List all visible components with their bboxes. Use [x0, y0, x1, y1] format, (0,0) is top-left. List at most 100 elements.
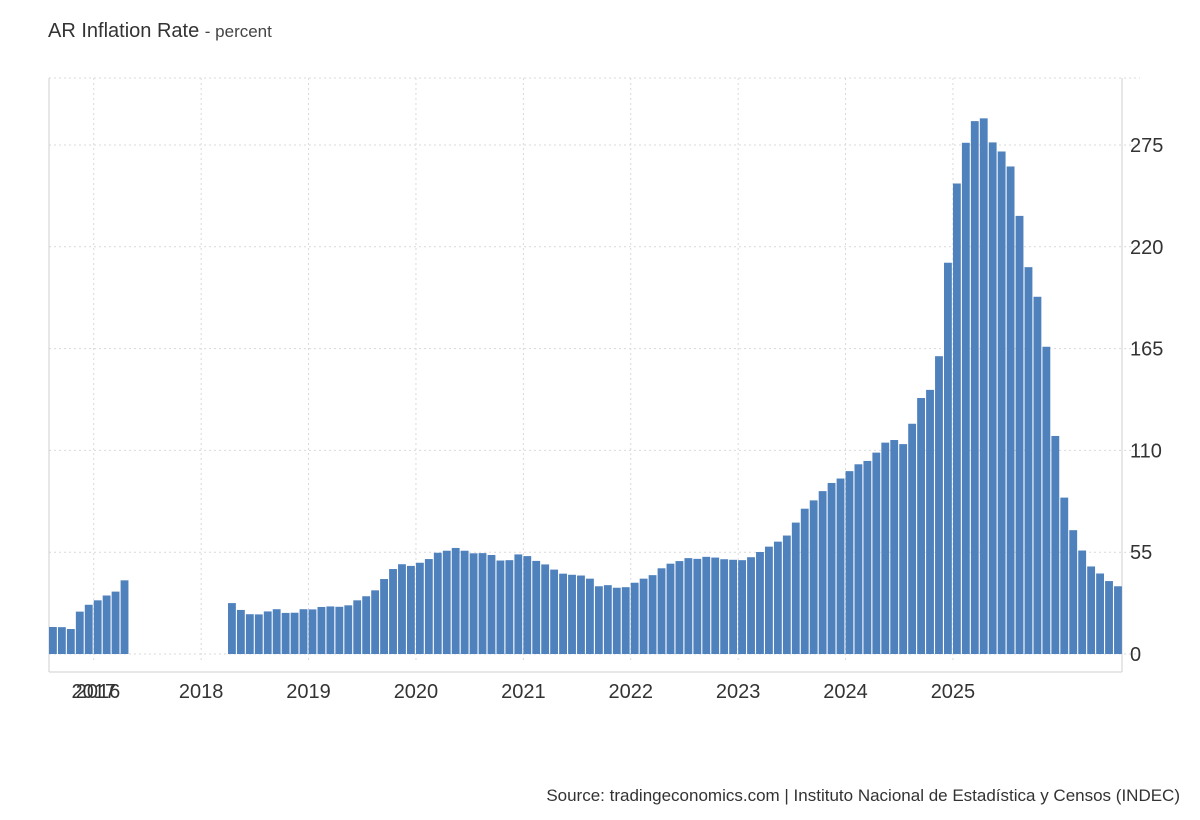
bar	[523, 556, 532, 654]
bar	[782, 535, 791, 654]
y-tick-label: 275	[1130, 135, 1163, 157]
bar	[290, 612, 299, 654]
bar	[684, 558, 693, 654]
bar	[845, 471, 854, 654]
bar	[899, 444, 908, 654]
bar	[568, 574, 576, 654]
bar	[228, 603, 236, 654]
bar	[433, 552, 442, 654]
bar	[245, 614, 254, 654]
y-tick-label: 110	[1130, 440, 1162, 462]
bar	[1096, 573, 1104, 654]
bar	[630, 582, 639, 654]
bar	[720, 559, 729, 654]
x-tick-label: 2021	[501, 681, 546, 703]
bar	[389, 569, 397, 654]
x-tick-label: 2025	[931, 681, 976, 703]
bar	[1042, 346, 1051, 654]
bar	[66, 629, 75, 654]
bar	[451, 547, 460, 654]
bar	[469, 553, 478, 654]
chart-title: AR Inflation Rate - percent	[48, 20, 272, 43]
bar	[979, 118, 988, 655]
bar	[1060, 497, 1069, 654]
bar	[317, 606, 326, 654]
bar	[836, 478, 845, 654]
bar	[49, 626, 57, 654]
bar	[1006, 166, 1015, 654]
chart-unit-label: - percent	[204, 22, 272, 41]
bar	[648, 575, 657, 654]
bar	[818, 491, 827, 654]
bar	[236, 609, 245, 654]
y-tick-label: 55	[1130, 542, 1152, 564]
bar	[398, 564, 406, 654]
bar	[353, 600, 362, 654]
bar	[57, 627, 66, 654]
bar	[299, 609, 308, 654]
bar	[1114, 586, 1122, 654]
x-tick-label: 2023	[716, 681, 761, 703]
bar	[854, 464, 863, 654]
bar	[594, 586, 603, 654]
bar	[496, 560, 505, 654]
bar	[657, 568, 666, 654]
bar	[487, 554, 496, 654]
bar	[756, 552, 764, 654]
bar	[362, 596, 371, 654]
bar	[729, 559, 738, 654]
bar	[612, 587, 621, 654]
bar	[711, 557, 720, 654]
bar	[102, 595, 111, 654]
bar	[827, 482, 836, 654]
bar	[738, 560, 746, 654]
bar	[693, 558, 702, 654]
source-note: Source: tradingeconomics.com | Instituto…	[546, 786, 1180, 805]
chart-title-text: AR Inflation Rate	[48, 20, 200, 42]
bar	[1105, 581, 1113, 654]
bar	[424, 559, 433, 654]
bar	[702, 556, 711, 654]
bar	[541, 564, 550, 654]
bar	[747, 557, 755, 654]
bar	[1033, 296, 1042, 654]
bar	[675, 561, 684, 654]
bar	[988, 142, 997, 654]
bar	[603, 585, 612, 654]
bar	[1078, 550, 1087, 654]
x-tick-label: 2024	[823, 681, 868, 703]
bar	[952, 183, 961, 654]
x-tick-label: 2019	[286, 681, 331, 703]
bar	[872, 452, 881, 654]
bar	[505, 560, 514, 654]
bar	[639, 578, 648, 654]
bar	[460, 550, 469, 654]
bar	[272, 609, 281, 654]
bar	[559, 573, 567, 654]
bar	[917, 398, 925, 654]
y-tick-label: 220	[1130, 237, 1163, 259]
bar	[970, 121, 979, 655]
bar	[773, 541, 782, 654]
bar	[380, 579, 388, 654]
bar	[93, 600, 102, 654]
y-tick-label: 0	[1130, 644, 1141, 666]
bar	[577, 575, 585, 654]
x-tick-label: 2022	[609, 681, 654, 703]
bar	[442, 550, 451, 654]
x-tick-label: 2017	[72, 681, 117, 703]
bar	[961, 142, 970, 654]
bar	[281, 612, 290, 654]
bar	[335, 606, 344, 654]
bar	[550, 569, 559, 654]
bar	[800, 508, 809, 654]
bar	[478, 553, 487, 654]
bar	[111, 591, 120, 654]
bar	[863, 460, 872, 654]
bar	[621, 587, 630, 654]
x-tick-label: 2018	[179, 681, 224, 703]
bar	[666, 563, 675, 654]
bar	[809, 500, 818, 654]
bar	[532, 560, 541, 654]
